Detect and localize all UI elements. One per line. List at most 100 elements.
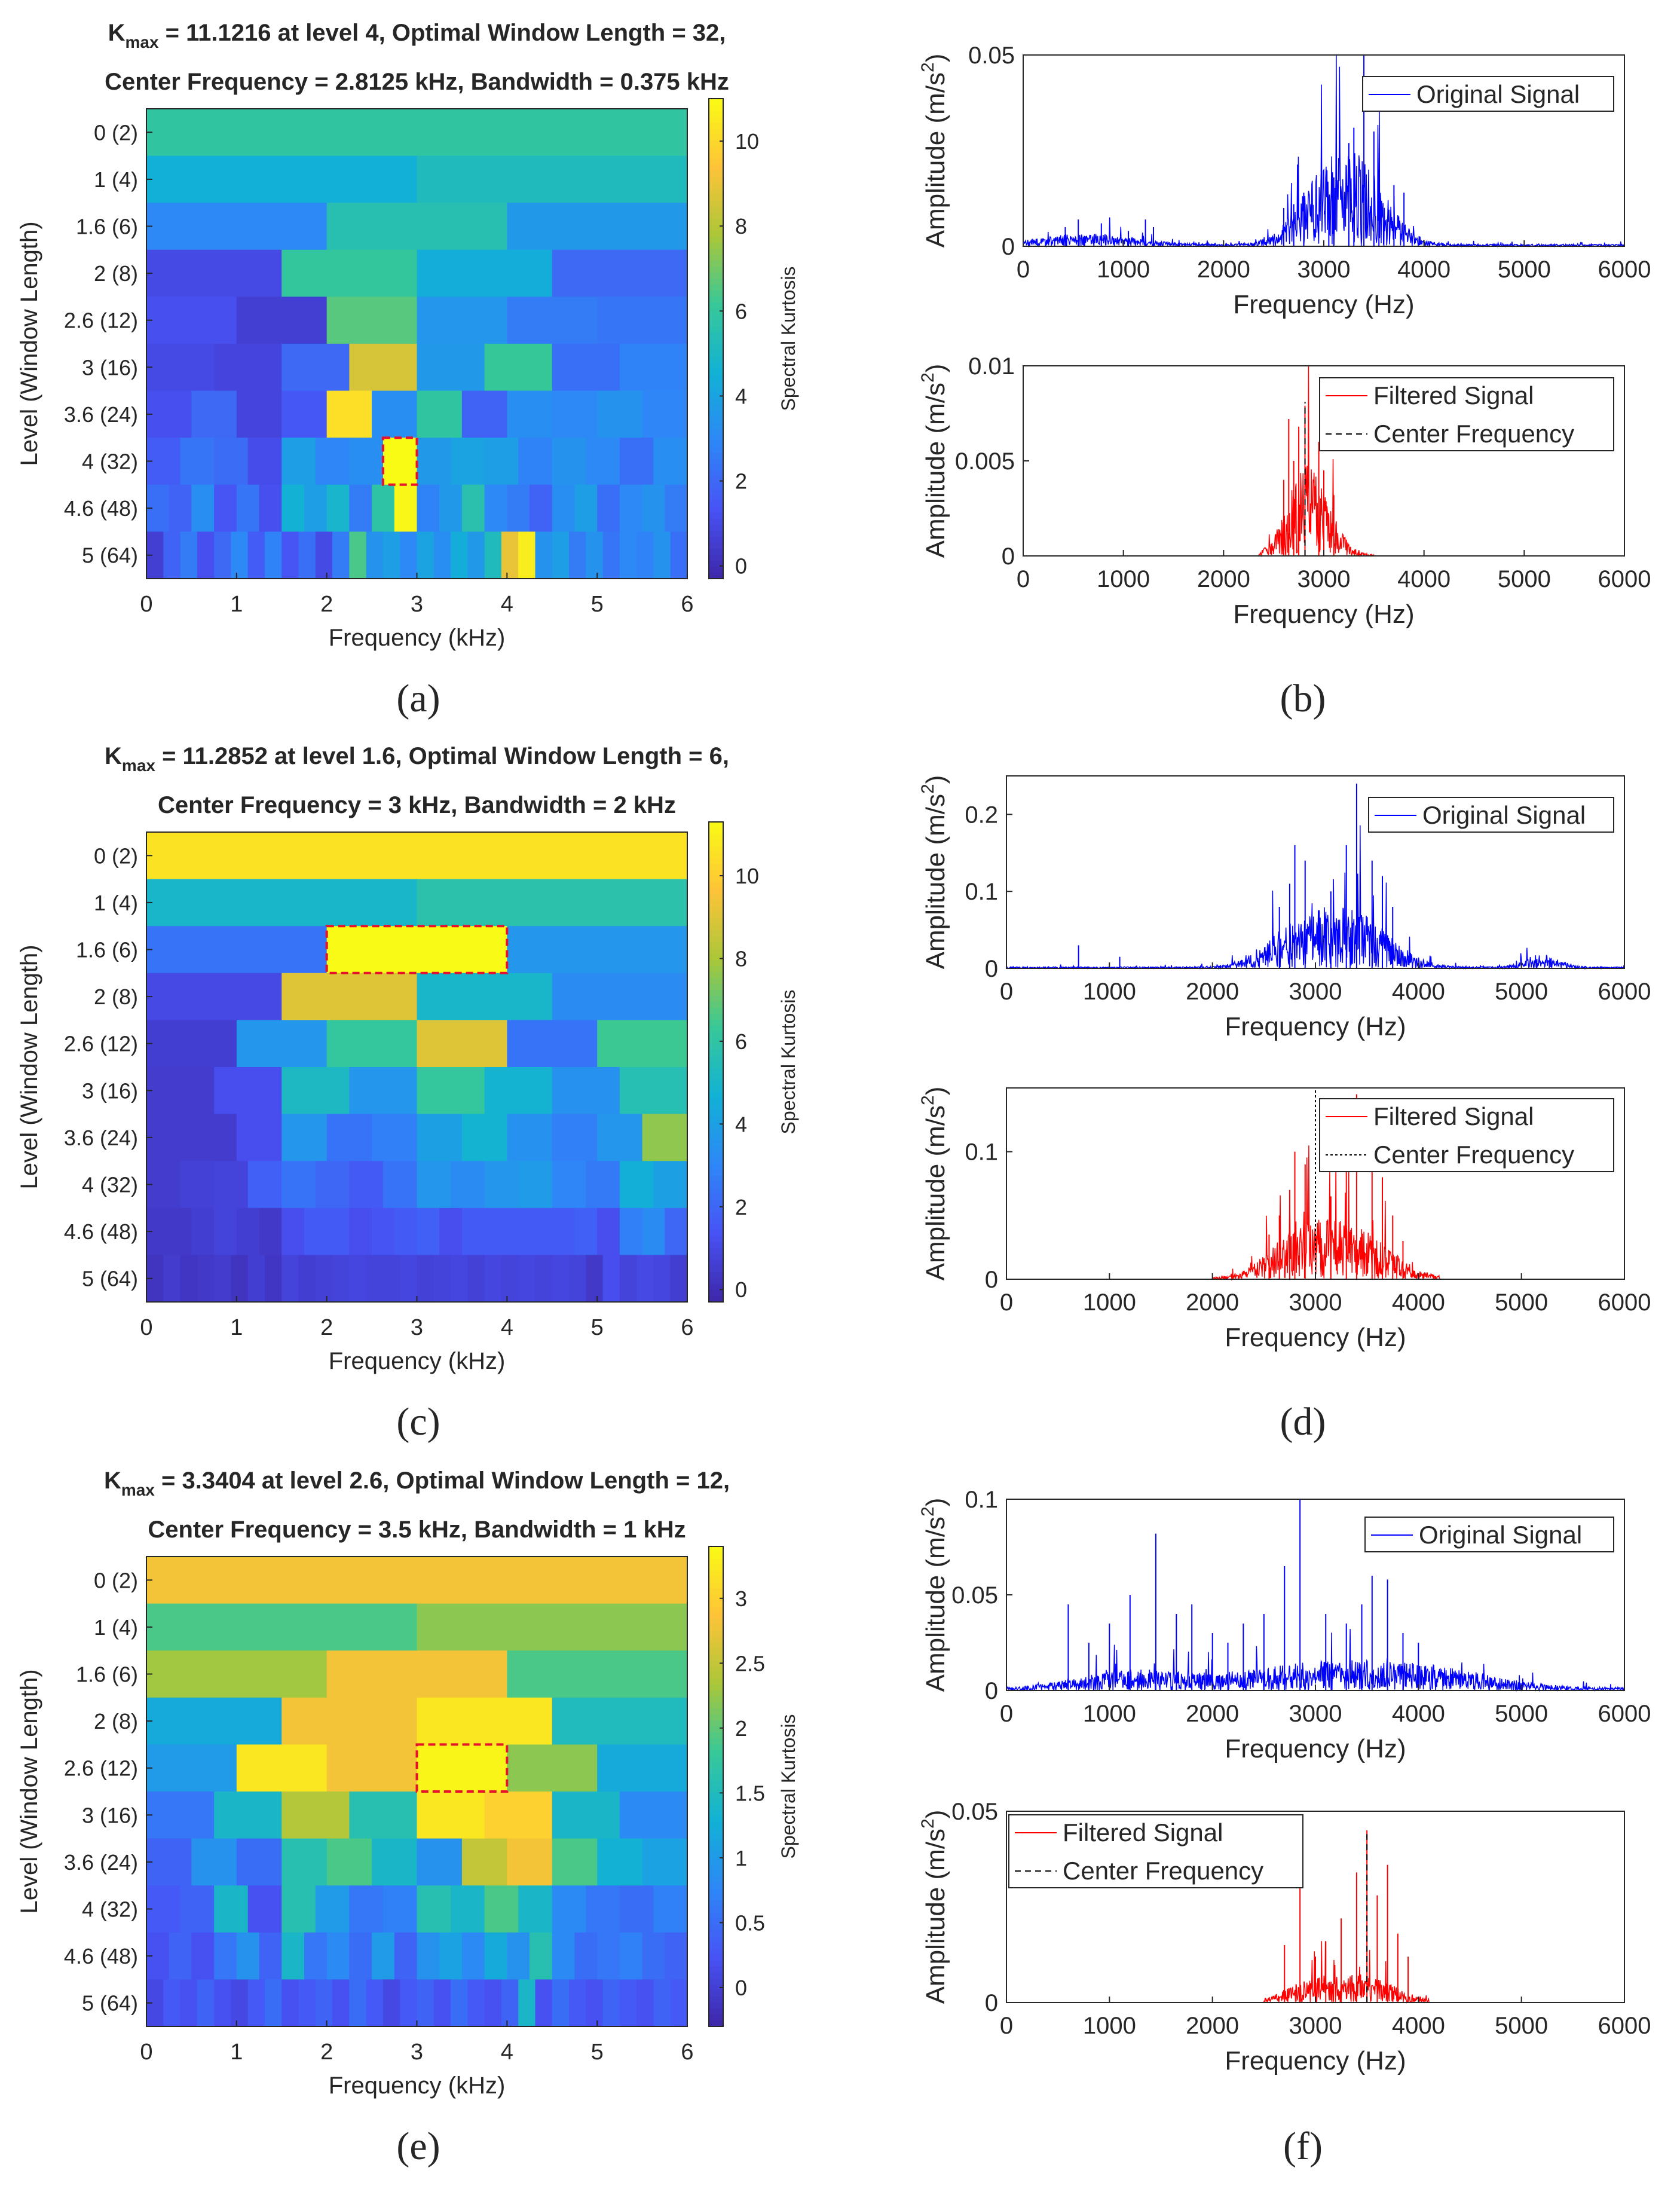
- heatmap-cell: [439, 484, 463, 532]
- heatmap-cell: [382, 1885, 418, 1933]
- colorbar-segment: [709, 482, 723, 490]
- colorbar-segment: [709, 242, 723, 249]
- colorbar-tick-label: 4: [735, 384, 747, 408]
- colorbar-segment: [709, 1600, 723, 1607]
- colorbar-segment: [709, 560, 723, 567]
- heatmap-cell: [400, 531, 418, 579]
- heatmap-cell: [349, 1792, 418, 1839]
- colorbar-segment: [709, 170, 723, 178]
- colorbar-segment: [709, 1564, 723, 1571]
- heatmap-cell: [451, 531, 468, 579]
- heatmap-cell: [636, 531, 654, 579]
- colorbar-segment: [709, 1002, 723, 1008]
- colorbar-segment: [709, 1224, 723, 1231]
- heatmap-cell: [653, 1255, 671, 1303]
- heatmap-cell: [281, 1161, 316, 1209]
- colorbar-segment: [709, 152, 723, 159]
- heatmap-cell: [439, 1932, 463, 1980]
- colorbar-segment: [709, 1696, 723, 1703]
- legend-entry: Filtered Signal: [1373, 1102, 1534, 1130]
- heatmap-cell: [281, 1932, 305, 1980]
- panel-f-spectra: 0 1000 2000 3000 4000 5000 6000 Frequency (Hz) 0…: [918, 1487, 1651, 2075]
- colorbar-segment: [709, 1888, 723, 1895]
- colorbar-segment: [709, 1786, 723, 1793]
- heatmap-cell: [507, 1932, 530, 1980]
- y-tick-label: 3 (16): [82, 355, 138, 380]
- x-tick-label: 0: [140, 592, 152, 617]
- heatmap-cell: [433, 531, 451, 579]
- colorbar-tick-label: 1.5: [735, 1781, 765, 1805]
- heatmap-cell: [507, 390, 553, 438]
- heatmap-cell: [372, 484, 395, 532]
- heatmap-cell: [507, 484, 530, 532]
- heatmap-cell: [315, 1255, 333, 1303]
- heatmap-cell: [417, 155, 688, 203]
- heatmap-cell: [231, 1979, 249, 2027]
- colorbar-tick-label: 0: [735, 554, 747, 579]
- heatmap-cell: [417, 296, 507, 344]
- colorbar-segment: [709, 123, 723, 129]
- colorbar-segment: [709, 1984, 723, 1991]
- x-tick-label: 0: [140, 1315, 152, 1340]
- colorbar-segment: [709, 476, 723, 483]
- colorbar-segment: [709, 494, 723, 502]
- heatmap-cell: [247, 1885, 282, 1933]
- x-tick-label: 1000: [1083, 2013, 1136, 2039]
- heatmap-cell: [180, 1885, 215, 1933]
- colorbar-tick-label: 0.5: [735, 1910, 765, 1935]
- x-tick-label: 6: [681, 592, 693, 617]
- colorbar-segment: [709, 362, 723, 369]
- colorbar-segment: [709, 1194, 723, 1200]
- heatmap-cell: [535, 1255, 553, 1303]
- x-axis-label: Frequency (Hz): [1233, 600, 1414, 629]
- colorbar-segment: [709, 959, 723, 967]
- heatmap-cell: [484, 344, 553, 392]
- colorbar-segment: [709, 1702, 723, 1709]
- y-tick-label: 0 (2): [94, 1568, 138, 1592]
- heatmap-cell: [636, 1255, 654, 1303]
- x-tick-label: 1: [230, 2040, 243, 2065]
- heatmap-cell: [326, 1207, 350, 1255]
- heatmap-cell: [619, 1067, 688, 1115]
- heatmap-cell: [636, 1979, 654, 2027]
- y-axis-label: Amplitude (m/s2): [918, 1498, 950, 1692]
- colorbar-segment: [709, 1115, 723, 1123]
- x-tick-label: 6000: [1598, 979, 1651, 1005]
- heatmap-cell: [372, 390, 418, 438]
- colorbar-segment: [709, 1044, 723, 1051]
- heatmap-cell: [236, 1932, 260, 1980]
- heatmap-cell: [653, 531, 671, 579]
- heatmap-cell: [326, 296, 418, 344]
- legend-entry: Original Signal: [1419, 1521, 1582, 1549]
- colorbar-segment: [709, 254, 723, 261]
- colorbar-tick-label: 3: [735, 1586, 747, 1611]
- heatmap-cell: [394, 484, 418, 532]
- heatmap-cell: [417, 1161, 451, 1209]
- colorbar-segment: [709, 971, 723, 979]
- x-tick-label: 5000: [1495, 1289, 1548, 1316]
- heatmap-cell: [146, 390, 192, 438]
- heatmap-cell: [597, 1744, 688, 1792]
- colorbar-segment: [709, 1158, 723, 1164]
- heatmap-cell: [602, 1979, 620, 2027]
- colorbar-segment: [709, 404, 723, 411]
- colorbar-segment: [709, 1714, 723, 1721]
- heatmap-cell: [281, 1838, 328, 1886]
- colorbar-segment: [709, 1248, 723, 1255]
- colorbar-segment: [709, 1164, 723, 1170]
- colorbar-segment: [709, 1289, 723, 1297]
- colorbar-segment: [709, 1212, 723, 1219]
- heatmap-cell: [332, 1255, 350, 1303]
- heatmap-cell: [146, 1744, 237, 1792]
- heatmap-cell: [461, 1932, 485, 1980]
- colorbar-segment: [709, 542, 723, 549]
- legend-box: [1319, 377, 1614, 451]
- max-kurtosis-highlight: [415, 1743, 509, 1793]
- heatmap-cell: [382, 531, 400, 579]
- heatmap-cell: [552, 1885, 586, 1933]
- colorbar-segment: [709, 518, 723, 525]
- colorbar-segment: [709, 2002, 723, 2009]
- x-tick-label: 1: [230, 592, 243, 617]
- colorbar-segment: [709, 941, 723, 949]
- heatmap-cell: [146, 249, 282, 297]
